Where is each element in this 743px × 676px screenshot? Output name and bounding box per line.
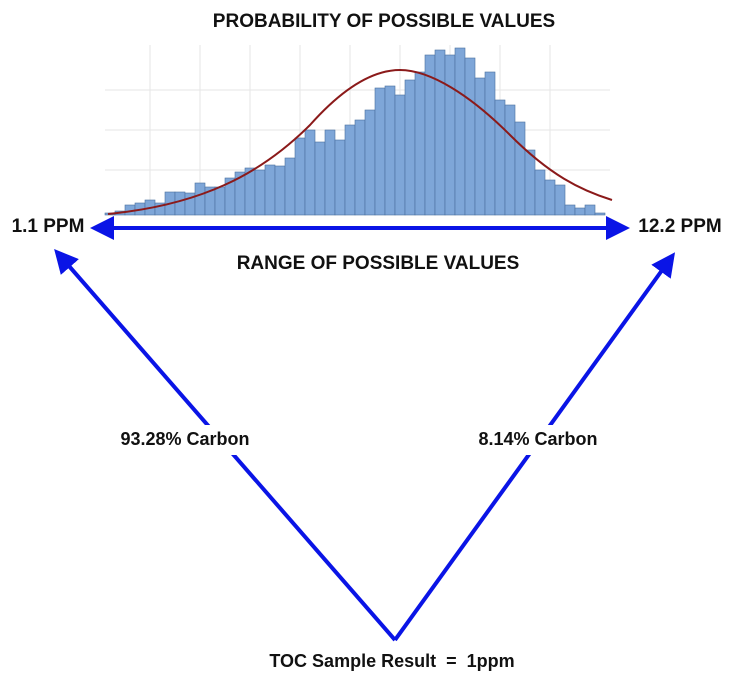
histogram-bar xyxy=(494,99,506,216)
histogram-bar xyxy=(344,124,356,216)
histogram-bar xyxy=(264,164,276,216)
histogram xyxy=(104,47,606,216)
histogram-bar xyxy=(384,85,396,216)
histogram-bar xyxy=(454,47,466,216)
min-label: 1.1 PPM xyxy=(12,216,85,237)
histogram-bar xyxy=(524,149,536,216)
histogram-bar xyxy=(214,186,226,216)
histogram-bar xyxy=(254,169,266,216)
right-branch-label: 8.14% Carbon xyxy=(478,429,597,449)
histogram-bar xyxy=(174,191,186,216)
histogram-bar xyxy=(284,157,296,216)
histogram-bar xyxy=(504,104,516,216)
histogram-bar xyxy=(434,49,446,216)
histogram-bar xyxy=(304,129,316,216)
histogram-bar xyxy=(464,57,476,216)
histogram-bar xyxy=(374,87,386,216)
label-bg xyxy=(468,425,608,455)
histogram-bar xyxy=(324,129,336,216)
histogram-bar xyxy=(594,212,606,216)
normal-curve xyxy=(107,68,613,215)
title: PROBABILITY OF POSSIBLE VALUES xyxy=(213,11,555,32)
max-label: 12.2 PPM xyxy=(638,216,721,237)
histogram-bar xyxy=(534,169,546,216)
histogram-bar xyxy=(514,121,526,216)
histogram-bar xyxy=(484,71,496,216)
histogram-bar xyxy=(294,137,306,216)
histogram-bar xyxy=(564,204,576,216)
histogram-bar xyxy=(584,204,596,216)
histogram-bar xyxy=(244,167,256,216)
result-label: TOC Sample Result = 1ppm xyxy=(269,651,514,671)
histogram-bar xyxy=(544,179,556,216)
histogram-bar xyxy=(314,141,326,216)
histogram-bar xyxy=(414,71,426,216)
histogram-bar xyxy=(334,139,346,216)
left-branch-label: 93.28% Carbon xyxy=(120,429,249,449)
histogram-bar xyxy=(554,184,566,216)
range-label: RANGE OF POSSIBLE VALUES xyxy=(237,253,520,274)
histogram-bar xyxy=(574,207,586,216)
histogram-bar xyxy=(404,79,416,216)
histogram-bar xyxy=(444,54,456,216)
label-bg xyxy=(110,425,260,455)
histogram-bar xyxy=(474,77,486,216)
histogram-bar xyxy=(274,165,286,216)
histogram-bar xyxy=(194,182,206,216)
histogram-bar xyxy=(394,94,406,216)
histogram-bar xyxy=(354,119,366,216)
histogram-bar xyxy=(364,109,376,216)
